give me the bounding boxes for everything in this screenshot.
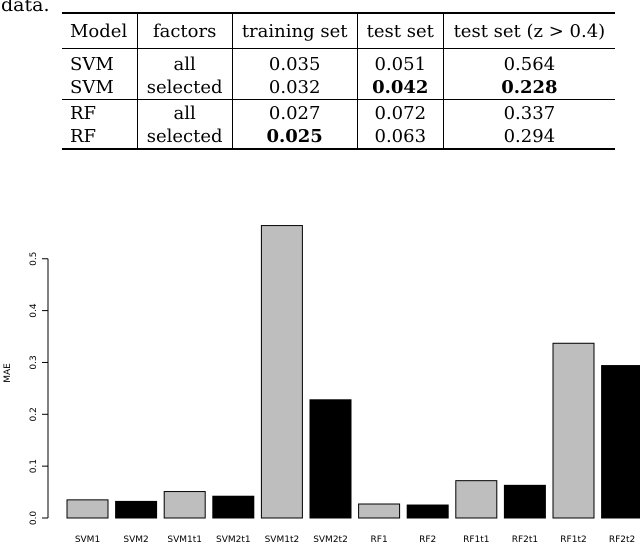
cell-model: SVM [62, 48, 138, 76]
cell-model: RF [62, 125, 138, 149]
x-tick-label: RF2t2 [609, 535, 635, 544]
bar-svm2t2 [309, 399, 352, 519]
cell-training: 0.027 [232, 99, 358, 125]
cell-training: 0.032 [232, 76, 358, 100]
text-fragment: data. [1, 0, 50, 16]
bar-svm1 [66, 499, 109, 519]
y-tick-label: 0.5 [29, 252, 39, 266]
cell-test-z: 0.294 [503, 126, 556, 147]
mae-bar-chart: 0.00.10.20.30.40.5 SVM1 SVM2 SVM1t1 SVM2t1 S… [3, 225, 640, 544]
y-tick-label: 0.0 [29, 511, 39, 526]
cell-factors: all [137, 48, 233, 76]
bar-rf2 [406, 504, 449, 519]
col-header-test: test set [357, 13, 444, 49]
col-header-training: training set [232, 13, 358, 49]
y-tick-label: 0.1 [29, 459, 39, 473]
col-header-model: Model [62, 13, 138, 49]
x-tick-label: RF1 [371, 535, 388, 544]
bar-svm2 [115, 500, 158, 519]
cell-factors: selected [137, 125, 233, 149]
table-row: RF all 0.027 0.072 0.337 [62, 99, 615, 125]
bar-rf2t2 [601, 365, 640, 519]
cell-factors: selected [137, 76, 233, 100]
x-tick-label: RF2 [419, 535, 436, 544]
x-tick-label: SVM2t1 [216, 535, 251, 544]
y-tick-label: 0.3 [29, 355, 39, 369]
table-row: RF selected 0.025 0.063 0.294 [62, 125, 615, 149]
cell-training: 0.035 [232, 48, 358, 76]
y-axis-title: MAE [3, 363, 13, 383]
cell-test: 0.051 [357, 48, 444, 76]
bar-svm1t2 [260, 225, 303, 519]
bar-series [66, 225, 640, 519]
bar-rf1t2 [552, 342, 595, 519]
x-tick-label: SVM1t1 [167, 535, 202, 544]
results-table: Model factors training set test set test… [62, 12, 615, 150]
table-row: SVM selected 0.032 0.042 0.228 [62, 76, 615, 100]
x-tick-label: SVM2 [123, 535, 148, 544]
bar-rf1 [358, 503, 401, 519]
cell-test-z: 0.337 [503, 103, 556, 124]
x-axis-labels: SVM1 SVM2 SVM1t1 SVM2t1 SVM1t2 SVM2t2 RF1 RF2 RF… [75, 535, 635, 544]
x-tick-label: RF1t2 [560, 535, 586, 544]
cell-test-z: 0.564 [503, 54, 556, 75]
table-row: SVM all 0.035 0.051 0.564 [62, 48, 615, 76]
bar-svm1t1 [163, 491, 206, 519]
bar-svm2t1 [212, 495, 255, 519]
results-table-container: Model factors training set test set test… [62, 12, 615, 150]
bar-rf2t1 [503, 484, 546, 519]
x-tick-label: SVM1 [75, 535, 100, 544]
x-tick-label: RF2t1 [512, 535, 538, 544]
cell-test: 0.072 [357, 99, 444, 125]
cell-test: 0.042 [357, 76, 444, 100]
col-header-test-z: test set (z > 0.4) [443, 13, 615, 49]
y-tick-label: 0.4 [29, 303, 39, 318]
cell-test: 0.063 [357, 125, 444, 149]
cell-model: RF [62, 99, 138, 125]
cell-model: SVM [62, 76, 138, 100]
col-header-factors: factors [137, 13, 233, 49]
x-tick-label: SVM2t2 [313, 535, 348, 544]
cell-factors: all [137, 99, 233, 125]
table-header-row: Model factors training set test set test… [62, 13, 615, 49]
y-tick-label: 0.2 [29, 407, 39, 421]
bar-rf1t1 [455, 480, 498, 519]
cell-training: 0.025 [232, 125, 358, 149]
x-tick-label: RF1t1 [463, 535, 489, 544]
cell-test-z: 0.228 [443, 76, 615, 100]
x-tick-label: SVM1t2 [265, 535, 300, 544]
y-axis: 0.0 0.1 0.2 0.3 0.4 0.5 [29, 252, 49, 526]
